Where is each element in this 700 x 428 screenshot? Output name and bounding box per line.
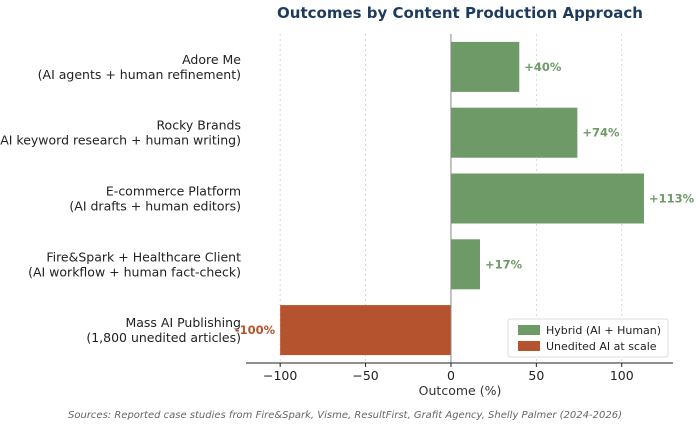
legend: Hybrid (AI + Human) Unedited AI at scale [507, 318, 669, 358]
x-axis-label: Outcome (%) [419, 383, 502, 398]
category-label-name: Mass AI Publishing [125, 315, 241, 330]
legend-label-hybrid: Hybrid (AI + Human) [546, 324, 661, 337]
x-tick-label: 100 [610, 368, 634, 383]
x-tick-label: −100 [263, 368, 297, 383]
data-label: +113% [649, 192, 695, 206]
x-tick-label: 50 [528, 368, 544, 383]
bars [280, 41, 644, 356]
category-label-detail: (AI keyword research + human writing) [0, 133, 241, 148]
category-labels: Adore Me(AI agents + human refinement) Ro… [0, 52, 241, 345]
data-label: -100% [235, 323, 276, 337]
legend-swatch-unedited [518, 341, 540, 351]
category-label-detail: (AI workflow + human fact-check) [28, 264, 241, 279]
legend-box [507, 318, 669, 358]
category-label-detail: (AI drafts + human editors) [69, 199, 241, 214]
category-label-name: E-commerce Platform [106, 184, 241, 199]
category-label-name: Fire&Spark + Healthcare Client [46, 249, 241, 264]
bar [450, 107, 578, 158]
category-label-name: Rocky Brands [156, 118, 241, 133]
source-note: Sources: Reported case studies from Fire… [68, 410, 622, 421]
x-axis-ticks: −100 −50 0 50 100 [263, 363, 634, 383]
legend-label-unedited: Unedited AI at scale [546, 340, 657, 353]
chart-title: Outcomes by Content Production Approach [277, 4, 643, 22]
category-label-name: Adore Me [182, 52, 241, 67]
legend-swatch-hybrid [518, 325, 540, 335]
data-label: +40% [524, 60, 562, 74]
bar [280, 305, 451, 356]
category-label-detail: (1,800 unedited articles) [86, 330, 241, 345]
x-tick-label: 0 [447, 368, 455, 383]
data-label: +74% [582, 126, 620, 140]
x-tick-label: −50 [352, 368, 378, 383]
category-label-detail: (AI agents + human refinement) [38, 67, 241, 82]
bar [450, 41, 520, 92]
data-labels: +40% +74% +113% +17% -100% [235, 60, 695, 337]
bar [450, 173, 644, 224]
bar [450, 239, 480, 290]
data-label: +17% [485, 257, 523, 271]
